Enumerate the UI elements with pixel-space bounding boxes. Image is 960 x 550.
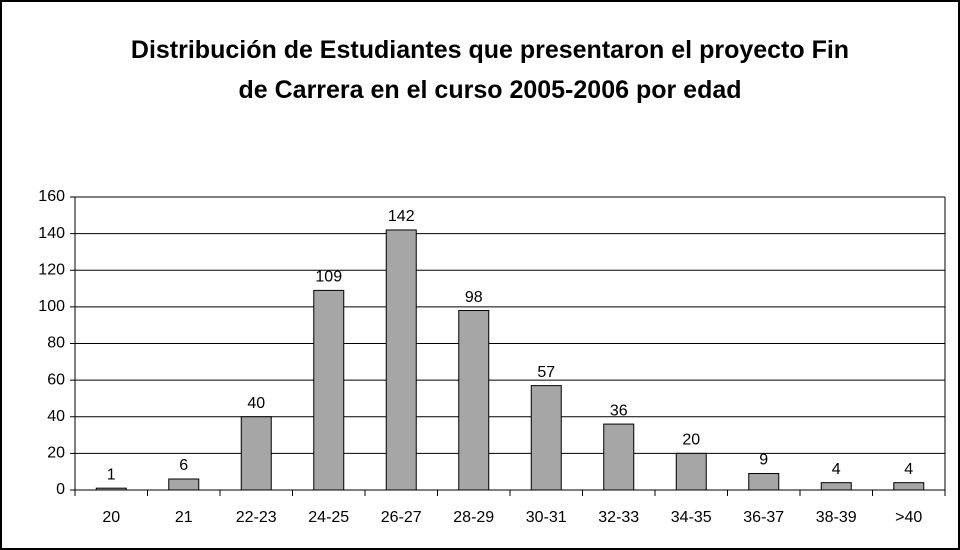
data-label: 142 xyxy=(388,208,415,225)
bar xyxy=(530,385,562,491)
data-label: 40 xyxy=(247,395,265,412)
y-tick-label: 140 xyxy=(38,225,65,242)
x-tick-label: 34-35 xyxy=(671,509,712,526)
data-label: 36 xyxy=(610,402,628,419)
chart-title: Distribución de Estudiantes que presenta… xyxy=(130,36,850,104)
y-tick-label: 40 xyxy=(47,408,65,425)
data-label: 1 xyxy=(107,466,116,483)
x-tick-label: 22-23 xyxy=(236,509,277,526)
y-tick-label: 120 xyxy=(38,261,65,278)
y-tick-label: 80 xyxy=(47,335,65,352)
data-label: 20 xyxy=(682,432,700,449)
bar xyxy=(820,482,852,491)
x-tick-label: 32-33 xyxy=(598,509,639,526)
bar xyxy=(385,229,417,491)
x-tick-label: 21 xyxy=(175,509,193,526)
data-label: 57 xyxy=(537,364,555,381)
data-label: 4 xyxy=(904,461,913,478)
data-label: 9 xyxy=(759,452,768,469)
x-tick-label: 38-39 xyxy=(816,509,857,526)
x-tick-label: 30-31 xyxy=(526,509,567,526)
x-tick-label: 24-25 xyxy=(308,509,349,526)
y-tick-label: 100 xyxy=(38,298,65,315)
y-tick-label: 20 xyxy=(47,445,65,462)
x-tick-label: >40 xyxy=(895,509,922,526)
data-label: 6 xyxy=(179,457,188,474)
y-tick-label: 160 xyxy=(38,188,65,205)
bar xyxy=(458,310,490,491)
x-tick-label: 26-27 xyxy=(381,509,422,526)
y-tick-label: 60 xyxy=(47,371,65,388)
bar xyxy=(675,452,707,491)
bar xyxy=(95,487,127,491)
x-tick-label: 28-29 xyxy=(453,509,494,526)
data-label: 4 xyxy=(832,461,841,478)
bar xyxy=(240,416,272,491)
y-tick-label: 0 xyxy=(56,481,65,498)
bar xyxy=(893,482,925,491)
data-label: 98 xyxy=(465,289,483,306)
bar xyxy=(748,473,780,491)
bar xyxy=(603,423,635,491)
bar xyxy=(168,478,200,491)
x-tick-label: 20 xyxy=(102,509,120,526)
bar xyxy=(313,289,345,491)
data-label: 109 xyxy=(315,269,342,286)
x-tick-label: 36-37 xyxy=(743,509,784,526)
